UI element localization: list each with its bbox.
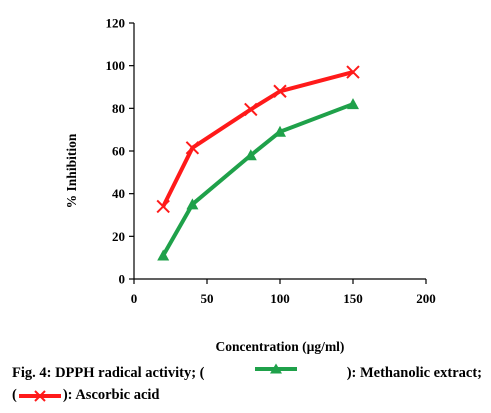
y-tick-label: 80 [112,101,125,116]
caption-text-2: ): Methanolic extract; [346,365,482,381]
series-ascorbic-acid [156,65,360,214]
series-line-ascorbic-acid [161,70,354,208]
data-point-methanolic-extract [347,98,359,110]
data-point-methanolic-extract [244,149,257,161]
data-point-ascorbic-acid [244,102,258,117]
x-tick-label: 100 [270,291,290,306]
chart: 0 20 40 60 80 100 120 0 50 100 150 200 % Inhibitio… [64,16,436,355]
y-tick-label: 20 [112,229,125,244]
series-line-methanolic-extract [161,102,354,257]
legend-ascorbic-acid-icon [18,389,61,402]
caption-text-1: Fig. 4: DPPH radical activity; ( [12,365,205,381]
y-tick-label: 40 [112,186,125,201]
data-point-ascorbic-acid [156,199,170,214]
data-point-methanolic-extract [157,249,170,261]
legend-methanolic-extract-icon [254,363,297,374]
y-axis-ticks: 0 20 40 60 80 100 120 [106,16,134,287]
data-point-ascorbic-acid [346,65,360,79]
data-point-ascorbic-acid [273,84,287,98]
caption-text-4: ): Ascorbic acid [62,387,160,403]
x-tick-label: 200 [416,291,436,306]
y-tick-label: 0 [119,272,126,287]
x-tick-label: 0 [131,291,138,306]
x-axis-title: Concentration (µg/ml) [216,339,345,354]
figure-caption: Fig. 4: DPPH radical activity; ( ): Metha… [12,362,482,406]
chart-series [156,65,360,261]
x-tick-label: 150 [343,291,363,306]
y-axis-title: % Inhibition [64,133,79,208]
data-point-methanolic-extract [274,125,286,137]
x-tick-label: 50 [201,291,214,306]
y-tick-label: 120 [106,16,126,31]
data-point-ascorbic-acid [185,141,200,155]
y-tick-label: 100 [106,58,126,73]
caption-text-3: ( [12,387,17,403]
chart-axes [133,23,426,280]
x-axis-ticks: 0 50 100 150 200 [131,279,436,306]
y-tick-label: 60 [112,144,125,159]
series-methanolic-extract [157,98,359,261]
data-point-methanolic-extract [186,198,199,210]
